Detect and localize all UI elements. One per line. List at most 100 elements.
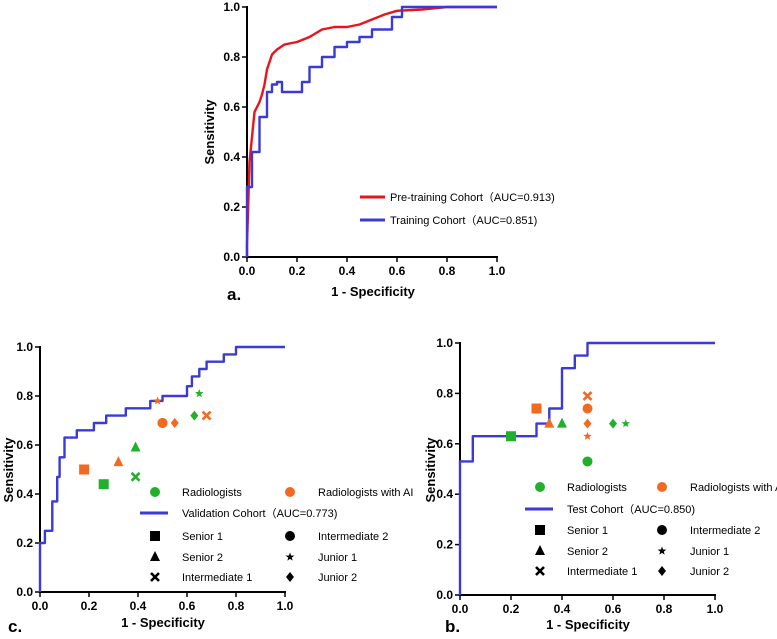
x-tick-label: 0.6 xyxy=(179,599,196,613)
legend-radiologists-marker xyxy=(535,482,545,492)
y-axis-label: Sensitivity xyxy=(423,437,438,503)
x-axis-label: 1 - Specificity xyxy=(546,617,631,632)
reader-marker-diamond xyxy=(583,418,592,429)
reader-marker-star xyxy=(194,389,204,398)
y-tick-label: 0.4 xyxy=(16,487,33,501)
y-tick-label: 0.0 xyxy=(436,588,453,602)
reader-marker-triangle xyxy=(113,456,124,467)
legend-radiologists-marker xyxy=(150,487,160,497)
panel-label: b. xyxy=(445,617,460,636)
y-axis-label: Sensitivity xyxy=(202,99,217,165)
x-tick-label: 1.0 xyxy=(489,264,506,278)
x-tick-label: 0.0 xyxy=(452,602,469,616)
legend-reader-marker-square xyxy=(535,525,545,535)
x-tick-label: 0.4 xyxy=(130,599,147,613)
x-tick-label: 0.8 xyxy=(439,264,456,278)
x-tick-label: 0.6 xyxy=(605,602,622,616)
x-tick-label: 0.0 xyxy=(32,599,49,613)
y-tick-label: 0.2 xyxy=(16,536,33,550)
legend-reader-label: Senior 1 xyxy=(182,531,223,543)
legend-reader-marker-triangle xyxy=(150,551,160,561)
reader-marker-square xyxy=(98,479,109,490)
x-tick-label: 0.8 xyxy=(656,602,673,616)
reader-marker-square xyxy=(79,464,90,475)
x-tick-label: 0.0 xyxy=(239,264,256,278)
legend-label: Pre-training Cohort（AUC=0.913) xyxy=(390,191,555,204)
y-tick-label: 0.4 xyxy=(223,150,240,164)
legend-with-ai-marker xyxy=(657,482,667,492)
legend-reader-label: Senior 1 xyxy=(567,525,608,537)
y-tick-label: 1.0 xyxy=(436,336,453,350)
y-tick-label: 0.6 xyxy=(223,100,240,114)
reader-marker-triangle xyxy=(557,417,567,428)
legend-cohort-label: Validation Cohort（AUC=0.773) xyxy=(182,507,337,520)
legend-reader-label: Junior 1 xyxy=(318,552,357,564)
y-tick-label: 0.8 xyxy=(16,389,33,403)
y-tick-label: 0.2 xyxy=(436,538,453,552)
y-tick-label: 0.6 xyxy=(436,437,453,451)
legend-reader-marker-cross xyxy=(535,566,545,576)
reader-marker-diamond xyxy=(190,410,199,421)
reader-marker-circle xyxy=(582,403,593,414)
y-tick-label: 0.4 xyxy=(436,487,453,501)
legend-with-ai-label: Radiologists with AI xyxy=(690,482,777,494)
x-tick-label: 0.8 xyxy=(228,599,245,613)
y-tick-label: 0.0 xyxy=(223,250,240,264)
chart-panel-c: 0.0 0.2 0.4 0.6 0.8 1.0 0.0 0.2 0.4 0.6 0.8 1.0 1 - … xyxy=(1,340,413,636)
legend-reader-marker-cross xyxy=(150,572,160,582)
legend-cohort-label: Test Cohort（AUC=0.850) xyxy=(567,503,695,516)
reader-marker-triangle xyxy=(130,441,141,452)
roc-curve-red xyxy=(245,5,497,257)
reader-marker-diamond xyxy=(170,417,179,428)
reader-marker-star xyxy=(621,419,631,428)
chart-panel-b: 0.0 0.2 0.4 0.6 0.8 1.0 0.0 0.2 0.4 0.6 0.8 1.0 1 - … xyxy=(423,336,777,636)
legend-reader-label: Junior 2 xyxy=(318,572,357,584)
reader-marker-diamond xyxy=(609,418,617,429)
legend-with-ai-label: Radiologists with AI xyxy=(318,487,413,499)
roc-curve-blue xyxy=(38,345,285,592)
x-tick-label: 0.4 xyxy=(339,264,356,278)
reader-marker-cross xyxy=(130,471,141,482)
reader-marker-cross xyxy=(582,391,593,401)
x-tick-label: 0.2 xyxy=(81,599,98,613)
legend-reader-label: Intermediate 2 xyxy=(318,531,388,543)
legend-reader-label: Senior 2 xyxy=(182,552,223,564)
legend-reader-marker-triangle xyxy=(535,545,545,555)
reader-marker-cross xyxy=(506,431,516,442)
y-tick-label: 0.0 xyxy=(16,585,33,599)
legend-reader-marker-square xyxy=(150,531,160,541)
roc-curve-blue xyxy=(458,341,715,595)
legend-reader-marker-diamond xyxy=(658,566,666,576)
legend-reader-label: Senior 2 xyxy=(567,546,608,558)
legend-reader-marker-circle xyxy=(657,525,667,535)
x-tick-label: 0.4 xyxy=(554,602,571,616)
x-axis-label: 1 - Specificity xyxy=(331,284,416,299)
reader-marker-square xyxy=(531,403,542,414)
y-tick-label: 0.8 xyxy=(223,50,240,64)
legend-reader-label: Intermediate 1 xyxy=(567,566,637,578)
legend-reader-label: Intermediate 1 xyxy=(182,572,252,584)
reader-marker-circle xyxy=(157,417,168,428)
x-tick-label: 1.0 xyxy=(707,602,724,616)
x-tick-label: 0.2 xyxy=(503,602,520,616)
panel-label: a. xyxy=(227,285,241,304)
x-axis-label: 1 - Specificity xyxy=(121,615,206,630)
legend-radiologists-label: Radiologists xyxy=(182,487,242,499)
reader-marker-star xyxy=(153,396,162,405)
x-tick-label: 0.2 xyxy=(289,264,306,278)
x-tick-label: 1.0 xyxy=(277,599,294,613)
panel-label: c. xyxy=(8,617,22,636)
y-tick-label: 1.0 xyxy=(16,340,33,354)
legend-reader-marker-star xyxy=(285,552,295,561)
reader-marker-circle xyxy=(582,456,593,467)
reader-marker-triangle xyxy=(544,417,555,428)
legend-with-ai-marker xyxy=(285,487,295,497)
legend-radiologists-label: Radiologists xyxy=(567,482,627,494)
chart-panel-a: 0.0 0.2 0.4 0.6 0.8 1.0 0.0 0.2 0.4 0.6 0.8 1.0 1 - … xyxy=(202,0,555,304)
reader-marker-star xyxy=(583,431,592,440)
roc-curve-blue xyxy=(245,5,497,257)
y-tick-label: 0.8 xyxy=(436,386,453,400)
legend-reader-marker-diamond xyxy=(286,572,294,582)
x-tick-label: 0.6 xyxy=(389,264,406,278)
